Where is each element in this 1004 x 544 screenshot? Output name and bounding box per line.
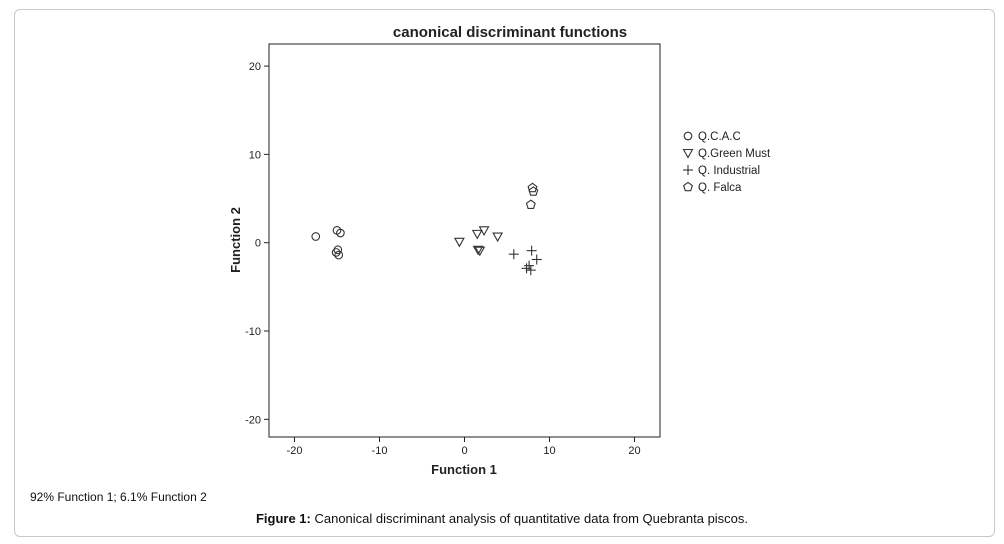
data-point: [333, 245, 343, 255]
caption-label: Figure 1:: [255, 511, 311, 526]
data-point: [478, 226, 490, 236]
data-point: [311, 232, 321, 241]
legend-label: Q.Green Must: [698, 148, 771, 160]
y-tick-label: -20: [245, 414, 261, 426]
legend-label: Q.C.A.C: [698, 131, 741, 143]
data-point: [336, 228, 345, 238]
data-points: [311, 182, 542, 276]
data-point: [528, 186, 539, 196]
data-point: [334, 250, 344, 260]
data-point: [471, 229, 483, 240]
data-point: [331, 248, 341, 257]
legend-marker: [683, 165, 693, 175]
chart-title: canonical discriminant functions: [393, 24, 627, 41]
caption-text: Canonical discriminant analysis of quant…: [310, 511, 749, 526]
legend-label: Q. Industrial: [698, 165, 760, 177]
data-point: [521, 263, 532, 274]
x-tick-label: 0: [461, 445, 467, 457]
figure-frame: [14, 9, 995, 537]
data-point: [492, 232, 504, 243]
x-tick-label: 10: [543, 445, 555, 457]
x-tick-label: 20: [628, 445, 640, 457]
plot-area: [268, 43, 661, 438]
legend-marker: [682, 148, 694, 159]
data-point: [453, 237, 465, 248]
data-point: [527, 182, 538, 193]
data-point: [524, 260, 535, 271]
data-point: [525, 265, 536, 276]
variance-note: 92% Function 1; 6.1% Function 2: [30, 490, 207, 504]
data-point: [474, 246, 486, 257]
x-axis: -20 -10 0 10 20: [287, 437, 641, 457]
data-point: [472, 245, 484, 256]
legend-label: Q. Falca: [698, 182, 742, 194]
x-axis-label: Function 1: [431, 462, 497, 477]
data-point: [526, 245, 537, 256]
data-point: [508, 249, 519, 260]
legend-marker: [682, 181, 694, 192]
legend-marker: [683, 131, 693, 141]
y-axis: -20 -10 0 10 20: [245, 61, 269, 426]
legend: Q.C.A.C Q.Green Must Q. Industrial Q. Falca: [682, 131, 771, 194]
y-axis-label: Function 2: [228, 207, 243, 273]
x-tick-label: -20: [287, 445, 303, 457]
y-tick-label: 20: [249, 61, 261, 73]
data-point: [525, 199, 536, 209]
data-point: [531, 254, 542, 265]
y-tick-label: 10: [249, 149, 261, 161]
y-tick-label: -10: [245, 326, 261, 338]
figure-caption: Figure 1: Canonical discriminant analysi…: [0, 511, 1004, 526]
x-tick-label: -10: [372, 445, 388, 457]
y-tick-label: 0: [255, 238, 261, 250]
